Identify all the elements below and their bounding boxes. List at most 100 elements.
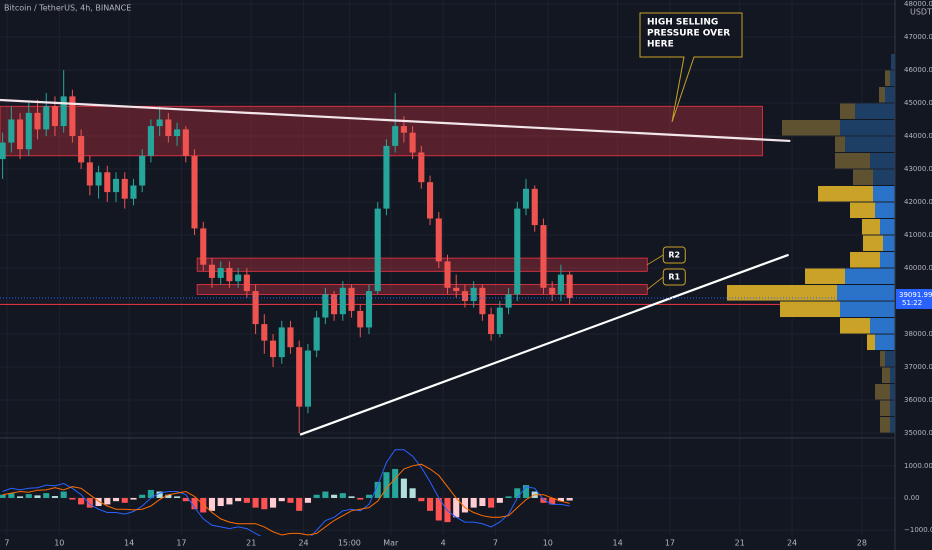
macd-histogram-bar <box>470 497 477 508</box>
macd-tick-label: 0.00 <box>904 494 920 502</box>
chart-title: Bitcoin / TetherUS, 4h, BINANCE <box>4 4 131 13</box>
macd-histogram-bar <box>357 497 364 500</box>
macd-line <box>2 449 570 536</box>
macd-histogram-bar <box>348 496 355 498</box>
x-tick-label: 14 <box>613 539 623 548</box>
candle-body <box>479 287 486 315</box>
macd-pane <box>0 449 573 536</box>
profile-buy <box>885 86 895 103</box>
candle-body <box>34 112 41 130</box>
macd-histogram-bar <box>427 497 434 511</box>
candle-body <box>112 178 120 193</box>
profile-sell <box>882 367 890 384</box>
profile-sell <box>879 86 885 103</box>
zone-label: R1 <box>668 273 680 282</box>
profile-buy <box>880 219 895 235</box>
macd-histogram-bar <box>549 497 556 505</box>
macd-histogram-bar <box>0 494 6 498</box>
macd-histogram-bar <box>165 494 172 498</box>
candle-body <box>505 294 512 308</box>
y-tick-label: 38000.00 <box>904 330 932 338</box>
candle-body <box>461 291 468 302</box>
macd-histogram-bar <box>235 497 242 502</box>
last-price-box <box>896 288 932 309</box>
profile-sell <box>850 252 880 268</box>
macd-histogram-bar <box>86 497 93 508</box>
macd-histogram-bar <box>514 488 521 498</box>
candle-body <box>339 287 346 315</box>
profile-buy <box>837 285 895 301</box>
y-tick-label: 48000.00 <box>904 0 932 8</box>
x-tick-label: 14 <box>124 539 134 548</box>
zone <box>0 105 763 157</box>
profile-sell <box>880 400 890 417</box>
signal-line <box>2 463 570 536</box>
profile-buy <box>870 152 895 169</box>
candle-body <box>51 106 59 127</box>
macd-tick-label: 1000.00 <box>904 462 932 470</box>
profile-sell <box>885 70 890 86</box>
x-tick-label: 17 <box>665 539 675 548</box>
candle-body <box>139 155 146 186</box>
candle-body <box>8 119 15 143</box>
profile-buy <box>873 169 895 185</box>
profile-sell <box>782 119 840 136</box>
x-tick-label: 28 <box>857 539 867 548</box>
candle-body <box>287 327 294 348</box>
trend-line <box>0 98 791 143</box>
macd-histogram-bar <box>60 491 67 498</box>
x-tick-label: 21 <box>246 539 256 548</box>
macd-histogram-bar <box>453 497 460 518</box>
candle-body <box>540 225 547 288</box>
profile-sell <box>880 417 890 433</box>
candle-body <box>182 129 189 156</box>
y-tick-label: 43000.00 <box>904 165 932 173</box>
macd-histogram-bar <box>69 497 76 500</box>
candle-body <box>191 155 198 229</box>
macd-histogram-bar <box>112 497 120 502</box>
macd-histogram-bar <box>243 497 250 503</box>
profile-sell <box>727 285 837 301</box>
x-tick-label: 24 <box>298 539 308 548</box>
candle-body <box>522 188 530 209</box>
currency-label: USDT <box>910 8 932 17</box>
profile-sell <box>862 219 880 235</box>
macd-histogram-bar <box>461 497 468 513</box>
macd-histogram-bar <box>365 494 373 498</box>
candle-body <box>147 126 154 156</box>
y-tick-label: 44000.00 <box>904 132 932 140</box>
candle-body <box>409 132 416 153</box>
candle-body <box>304 350 311 407</box>
macd-histogram-bar <box>540 497 547 503</box>
macd-histogram-bar <box>566 497 573 501</box>
x-tick-label: 10 <box>543 539 553 548</box>
macd-histogram-bar <box>557 497 564 502</box>
candle-body <box>557 274 564 295</box>
x-tick-label: 7 <box>4 539 9 548</box>
candle-body <box>104 172 111 193</box>
candle-body <box>261 324 268 341</box>
profile-sell <box>818 185 873 202</box>
macd-histogram-bar <box>174 496 181 498</box>
macd-histogram-bar <box>304 497 311 503</box>
candle-body <box>365 291 373 328</box>
candle-body <box>200 228 207 265</box>
macd-histogram-bar <box>25 494 32 498</box>
x-tick-label: 4 <box>441 539 446 548</box>
profile-buy <box>883 235 895 252</box>
macd-histogram-bar <box>287 497 294 503</box>
x-tick-label: 7 <box>493 539 498 548</box>
candle-body <box>86 162 93 186</box>
macd-histogram-bar <box>400 478 407 498</box>
annotation-text: HERE <box>647 40 674 50</box>
candle-body <box>243 274 250 292</box>
grid <box>0 0 895 535</box>
profile-buy <box>873 185 895 202</box>
zone <box>196 284 648 295</box>
macd-histogram-bar <box>191 497 198 510</box>
x-tick-label: Mar <box>383 539 399 548</box>
macd-histogram-bar <box>147 489 154 498</box>
profile-buy <box>890 384 895 400</box>
